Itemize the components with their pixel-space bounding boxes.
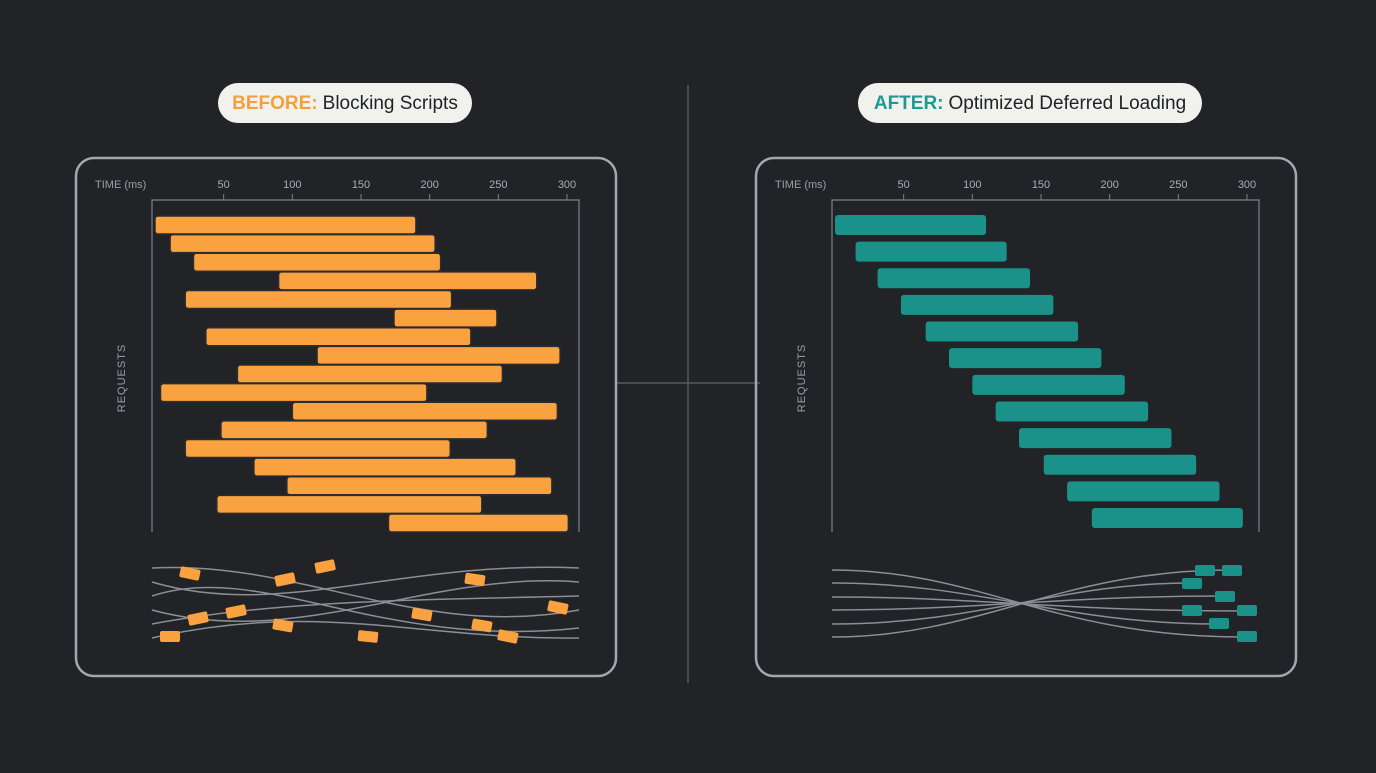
right-chips: [1182, 565, 1257, 642]
request-bar: [154, 215, 417, 235]
x-axis-label: TIME (ms): [95, 179, 146, 191]
x-tick-label: 300: [558, 179, 576, 191]
x-tick-label: 200: [1100, 179, 1118, 191]
x-tick-label: 50: [218, 179, 230, 191]
request-bar: [972, 374, 1125, 395]
x-tick-label: 300: [1238, 179, 1256, 191]
request-bar: [900, 294, 1054, 315]
panel: [74, 156, 618, 678]
x-tick-label: 100: [283, 179, 301, 191]
request-bar: [1043, 454, 1197, 475]
title-tag: AFTER:: [874, 93, 944, 114]
left-chips: [160, 559, 569, 644]
x-tick-label: 150: [1032, 179, 1050, 191]
x-tick-label: 250: [489, 179, 507, 191]
request-bar: [1091, 508, 1243, 528]
title-text: Blocking Scripts: [323, 93, 458, 114]
x-tick-label: 200: [420, 179, 438, 191]
x-axis-label: TIME (ms): [775, 179, 826, 191]
x-tick-label: 250: [1169, 179, 1187, 191]
x-tick-label: 150: [352, 179, 370, 191]
request-bar: [205, 327, 472, 347]
title-pill: [218, 83, 472, 123]
request-bar: [1067, 481, 1220, 502]
request-bar: [277, 271, 538, 291]
request-bar: [169, 233, 436, 254]
title-pill: [858, 83, 1202, 123]
y-axis-label: REQUESTS: [796, 344, 808, 413]
x-tick-label: 50: [898, 179, 910, 191]
x-tick-label: 100: [963, 179, 981, 191]
request-bar: [291, 401, 559, 421]
request-bar: [393, 308, 498, 328]
request-bar: [286, 476, 553, 496]
request-bar: [316, 345, 561, 366]
title-tag: BEFORE:: [232, 93, 318, 114]
request-bar: [855, 241, 1007, 262]
y-axis-label: REQUESTS: [116, 344, 128, 413]
request-bar: [387, 513, 570, 533]
request-bar: [253, 457, 517, 477]
panel: [754, 156, 1298, 678]
chart-title: BEFORE: Blocking Scripts: [232, 93, 458, 114]
chart-title: AFTER: Optimized Deferred Loading: [874, 93, 1186, 114]
request-bar: [216, 494, 483, 515]
request-bar: [236, 364, 504, 384]
request-bar: [220, 420, 489, 440]
request-bar: [184, 289, 453, 310]
axis-frame: [151, 199, 580, 532]
request-bar: [192, 252, 442, 272]
request-bar: [948, 348, 1102, 369]
right-flow: [831, 569, 1246, 638]
request-bar: [1019, 428, 1172, 449]
title-text: Optimized Deferred Loading: [949, 93, 1187, 114]
request-bar: [925, 321, 1079, 342]
request-bar: [877, 268, 1031, 289]
left-flow: [151, 566, 580, 639]
request-bar: [184, 438, 452, 459]
axis-frame: [831, 199, 1260, 532]
request-bar: [995, 401, 1149, 422]
request-bar: [835, 215, 987, 235]
request-bar: [159, 382, 428, 403]
